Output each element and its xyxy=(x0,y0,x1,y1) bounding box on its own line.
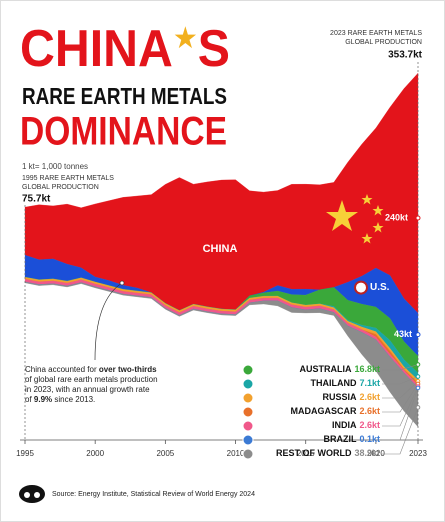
x-tick-label: 2020 xyxy=(367,449,385,458)
note-text: of xyxy=(25,395,34,404)
overlay: 1995 2000 2005 2010 2015 2020 2023 CHINA 240kt U.… xyxy=(16,62,427,460)
big-star xyxy=(326,200,358,231)
legend-value: 2.6kt xyxy=(359,392,380,402)
note-line: of global rare earth metals production xyxy=(25,375,158,384)
title-line-3: DOMINANCE xyxy=(20,110,227,154)
logo-eye xyxy=(34,492,40,498)
leader-line xyxy=(382,383,419,413)
end-dot xyxy=(415,374,421,379)
legend-entry: AUSTRALIA 16.8kt xyxy=(299,364,380,374)
source: Source: Energy Institute, Statistical Re… xyxy=(52,491,255,498)
pointer xyxy=(94,282,123,361)
x-tick-label: 2005 xyxy=(156,449,174,458)
legend-name: BRAZIL xyxy=(323,434,356,444)
end-dot xyxy=(415,332,421,338)
start-annotation: 1995 RARE EARTH METALS xyxy=(22,175,114,182)
end-total: 353.7kt xyxy=(388,50,423,61)
flag-icon xyxy=(242,448,254,460)
end-annotation: 2023 RARE EARTH METALS xyxy=(330,30,422,37)
legend-value: 0.1kt xyxy=(359,434,380,444)
flag-icon xyxy=(242,406,254,418)
x-tick-label: 2010 xyxy=(227,449,245,458)
legend-name: THAILAND xyxy=(310,378,356,388)
x-tick-label: 1995 xyxy=(16,449,34,458)
x-tick-label: 2023 xyxy=(409,449,427,458)
title: CHINA★S xyxy=(20,20,230,78)
series-label: U.S. xyxy=(370,282,390,293)
end-dot xyxy=(415,362,421,367)
legend-value: 2.6kt xyxy=(359,420,380,430)
small-star xyxy=(372,205,384,216)
legend-name: INDIA xyxy=(332,420,357,430)
flag-icon xyxy=(242,364,254,376)
pointer-dot xyxy=(119,280,125,286)
flag-icon xyxy=(242,434,254,446)
leader-line xyxy=(382,364,419,371)
note-text: 9.9% xyxy=(34,395,52,404)
flag-icon xyxy=(242,420,254,432)
start-annotation: GLOBAL PRODUCTION xyxy=(22,184,99,191)
start-total: 75.7kt xyxy=(22,194,51,205)
legend-value: 2.6kt xyxy=(359,406,380,416)
series-label: CHINA xyxy=(203,243,238,255)
value-label: 43kt xyxy=(394,329,412,339)
end-dot xyxy=(415,215,421,221)
logo-eye xyxy=(24,492,30,498)
legend-value: 16.8kt xyxy=(354,364,380,374)
note-line: China accounted for over two-thirds xyxy=(25,365,157,374)
logo xyxy=(19,485,45,503)
small-star xyxy=(372,222,384,233)
leader-line xyxy=(382,376,419,385)
end-dot xyxy=(415,385,421,391)
note-text: China accounted for xyxy=(25,365,99,374)
note-text: in 2023, with an annual growth rate xyxy=(25,385,150,394)
leader-line xyxy=(382,407,419,455)
end-annotation: GLOBAL PRODUCTION xyxy=(345,39,422,46)
legend-value: 38.9kt xyxy=(354,448,380,458)
value-label: 240kt xyxy=(385,212,408,222)
small-star xyxy=(361,194,373,205)
leader-line xyxy=(382,386,419,427)
flag-icon xyxy=(242,392,254,404)
end-dot xyxy=(415,405,421,410)
small-star xyxy=(361,233,373,244)
legend-name: REST OF WORLD xyxy=(276,448,352,458)
legend-name: AUSTRALIA xyxy=(299,364,351,374)
legend-entry: REST OF WORLD 38.9kt xyxy=(276,448,380,458)
legend-entry: MADAGASCAR 2.6kt xyxy=(290,406,380,416)
x-tick-label: 2000 xyxy=(86,449,104,458)
legend-entry: RUSSIA 2.6kt xyxy=(322,392,380,402)
note-line: in 2023, with an annual growth rate xyxy=(25,385,150,394)
flag-stars xyxy=(326,194,384,244)
note-line: of 9.9% since 2013. xyxy=(25,395,95,404)
note-text: of global rare earth metals production xyxy=(25,375,158,384)
note-text: since 2013. xyxy=(52,395,95,404)
x-tick-label: 2015 xyxy=(297,449,315,458)
legend-entry: INDIA 2.6kt xyxy=(332,420,380,430)
legend-value: 7.1kt xyxy=(359,378,380,388)
legend-entry: BRAZIL 0.1kt xyxy=(323,434,380,444)
legend-entry: THAILAND 7.1kt xyxy=(310,378,380,388)
unit-note: 1 kt= 1,000 tonnes xyxy=(22,162,88,171)
note-text: over two-thirds xyxy=(99,365,157,374)
leader-line xyxy=(382,387,419,441)
legend-name: RUSSIA xyxy=(322,392,357,402)
title-line-2: RARE EARTH METALS xyxy=(22,83,227,109)
source-logo xyxy=(19,485,45,503)
flag-icon xyxy=(242,378,254,390)
legend-name: MADAGASCAR xyxy=(290,406,356,416)
flag-icon xyxy=(354,280,368,295)
leader-line xyxy=(382,381,419,399)
